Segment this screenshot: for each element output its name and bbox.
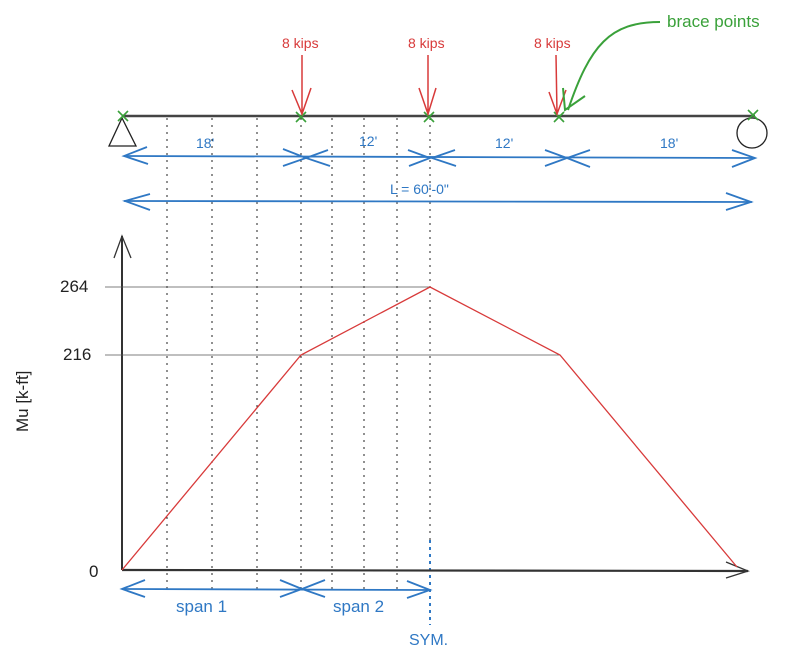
- load-label-1: 8 kips: [282, 35, 319, 51]
- y-axis-label: Mu [k-ft]: [13, 370, 32, 432]
- brace-markers: [117, 109, 759, 123]
- roller-support-icon: [736, 117, 768, 149]
- ytick-216: 216: [63, 345, 92, 364]
- load-label-2: 8 kips: [408, 35, 445, 51]
- segment-label-3: 12': [495, 135, 514, 151]
- segment-label-2: 12': [359, 133, 378, 149]
- load-arrows: [291, 54, 567, 117]
- x-axis: [121, 568, 749, 573]
- symmetry-label: SYM.: [409, 632, 449, 649]
- dimension-lines: [119, 146, 758, 599]
- span-1-label: span 1: [176, 597, 228, 616]
- total-length-label: L = 60'-0": [390, 181, 449, 197]
- brace-points-label: brace points: [667, 12, 760, 31]
- pin-support-icon: [107, 116, 138, 147]
- ytick-264: 264: [60, 277, 89, 296]
- ytick-0: 0: [89, 562, 99, 581]
- brace-leader-arrow: [567, 21, 661, 111]
- segment-label-1: 18': [196, 135, 215, 151]
- segment-label-4: 18': [660, 135, 679, 151]
- dotted-gridlines: [166, 118, 431, 590]
- load-label-3: 8 kips: [534, 35, 571, 51]
- moment-curve: [121, 286, 738, 571]
- span-2-label: span 2: [333, 597, 385, 616]
